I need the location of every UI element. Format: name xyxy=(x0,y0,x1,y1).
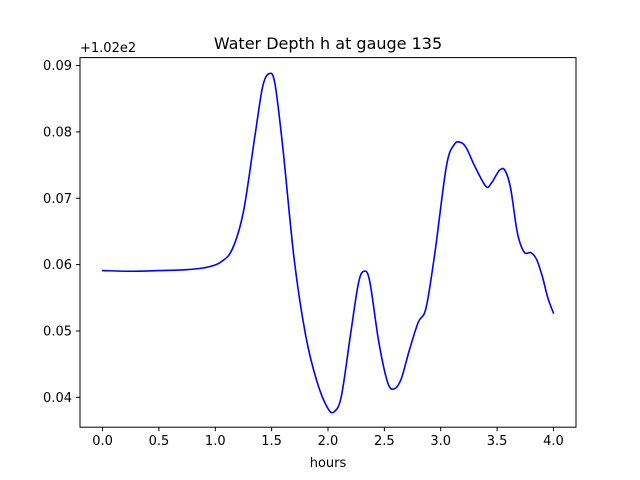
y-tick-label: 0.05 xyxy=(43,324,72,339)
y-axis: 0.04 0.05 0.06 0.07 0.08 0.09 xyxy=(43,59,80,406)
x-tick-label: 2.5 xyxy=(374,434,395,449)
y-tick-label: 0.08 xyxy=(43,125,72,140)
y-tick-label: 0.06 xyxy=(43,258,72,273)
x-tick-label: 2.0 xyxy=(318,434,339,449)
x-axis: 0.0 0.5 1.0 1.5 2.0 2.5 3.0 3.5 4.0 xyxy=(92,427,564,449)
y-tick-label: 0.04 xyxy=(43,391,72,406)
plot-frame xyxy=(79,57,577,428)
x-axis-label: hours xyxy=(310,456,347,471)
x-tick-label: 1.0 xyxy=(205,434,226,449)
y-tick-label: 0.09 xyxy=(43,59,72,74)
y-offset-label: +1.02e2 xyxy=(80,41,136,56)
chart-title: Water Depth h at gauge 135 xyxy=(214,34,442,53)
x-tick-label: 0.5 xyxy=(149,434,170,449)
x-tick-label: 3.0 xyxy=(430,434,451,449)
x-tick-label: 4.0 xyxy=(543,434,564,449)
y-tick-label: 0.07 xyxy=(43,192,72,207)
x-tick-label: 3.5 xyxy=(487,434,508,449)
series-line xyxy=(101,72,555,414)
x-tick-label: 0.0 xyxy=(92,434,113,449)
x-tick-label: 1.5 xyxy=(261,434,282,449)
